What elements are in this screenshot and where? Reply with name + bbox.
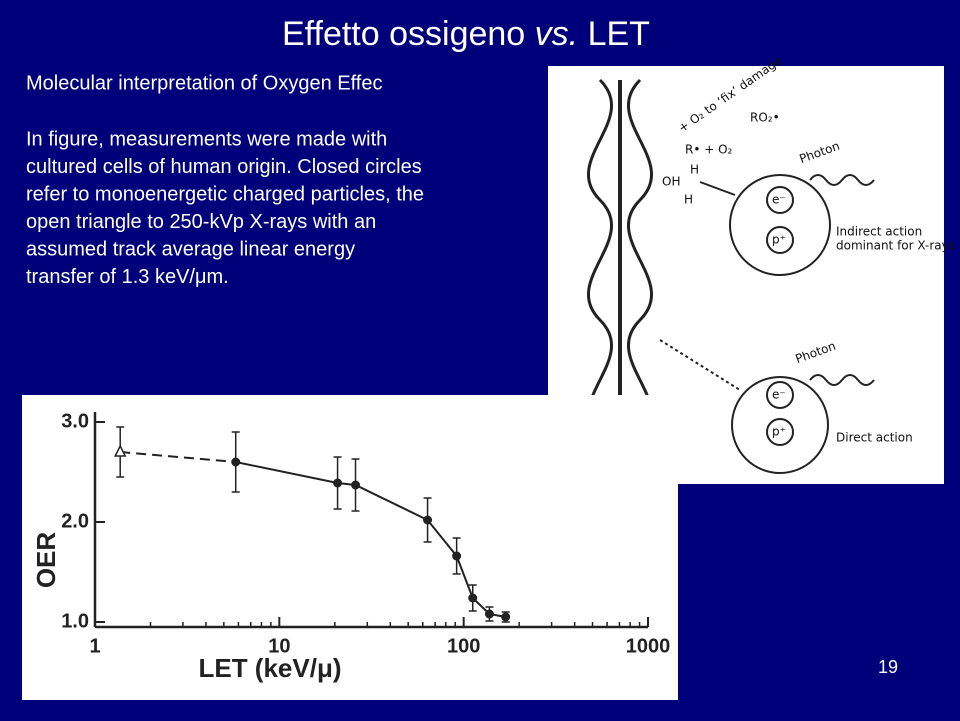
diagram-label: OH — [662, 175, 680, 189]
body-line: refer to monoenergetic charged particles… — [26, 183, 424, 205]
slide-title: Effetto ossigeno vs. LET — [282, 15, 650, 53]
data-point — [333, 478, 343, 488]
chart-panel — [22, 395, 678, 700]
y-tick-label: 2.0 — [61, 510, 89, 532]
diagram-label: p⁺ — [772, 425, 786, 439]
title-italic: vs. — [535, 15, 578, 53]
title-text: LET — [578, 15, 650, 53]
x-tick-label: 10 — [268, 635, 290, 657]
diagram-label: Direct action — [836, 431, 913, 445]
data-point — [231, 457, 241, 467]
y-axis-label: OER — [31, 532, 61, 589]
title-text: Effetto ossigeno — [282, 15, 535, 53]
x-tick-label: 1 — [89, 635, 100, 657]
diagram-label: RO₂• — [750, 111, 780, 125]
y-tick-label: 3.0 — [61, 410, 89, 432]
data-point — [452, 551, 462, 561]
page-number-box — [866, 652, 910, 684]
x-axis-label: LET (keV/μ) — [198, 653, 341, 683]
diagram-label: p⁺ — [772, 233, 786, 247]
diagram-label: e⁻ — [772, 388, 786, 402]
body-line: open triangle to 250-kVp X-rays with an — [26, 211, 376, 233]
data-point — [113, 444, 127, 457]
body-line: assumed track average linear energy — [26, 238, 355, 260]
body-line: transfer of 1.3 keV/μm. — [26, 266, 229, 288]
subtitle: Molecular interpretation of Oxygen Effec — [26, 72, 382, 94]
diagram-label: Indirect action — [836, 225, 922, 239]
y-tick-label: 1.0 — [61, 610, 89, 632]
data-point — [423, 515, 433, 525]
body-text: In figure, measurements were made with cu… — [26, 128, 424, 288]
data-point — [468, 593, 478, 603]
fit-curve-dashed — [120, 451, 236, 463]
x-tick-label: 100 — [447, 635, 480, 657]
atoms — [659, 174, 875, 474]
diagram-label: e⁻ — [772, 193, 786, 207]
body-line: In figure, measurements were made with — [26, 128, 387, 150]
body-line: cultured cells of human origin. Closed c… — [26, 156, 422, 178]
diagram-label: R• + O₂ — [685, 143, 733, 157]
x-tick-label: 1000 — [626, 635, 671, 657]
data-point — [501, 612, 511, 622]
diagram-label: dominant for X-rays — [836, 239, 955, 253]
data-point — [351, 480, 361, 490]
data-point — [484, 609, 494, 619]
page-number: 19 — [878, 657, 898, 677]
diagram-label: H — [684, 193, 693, 207]
diagram-label: H — [690, 163, 699, 177]
chart: 1 10 100 1000 1.0 2.0 3.0 LET (keV/μ) OER — [31, 410, 670, 683]
